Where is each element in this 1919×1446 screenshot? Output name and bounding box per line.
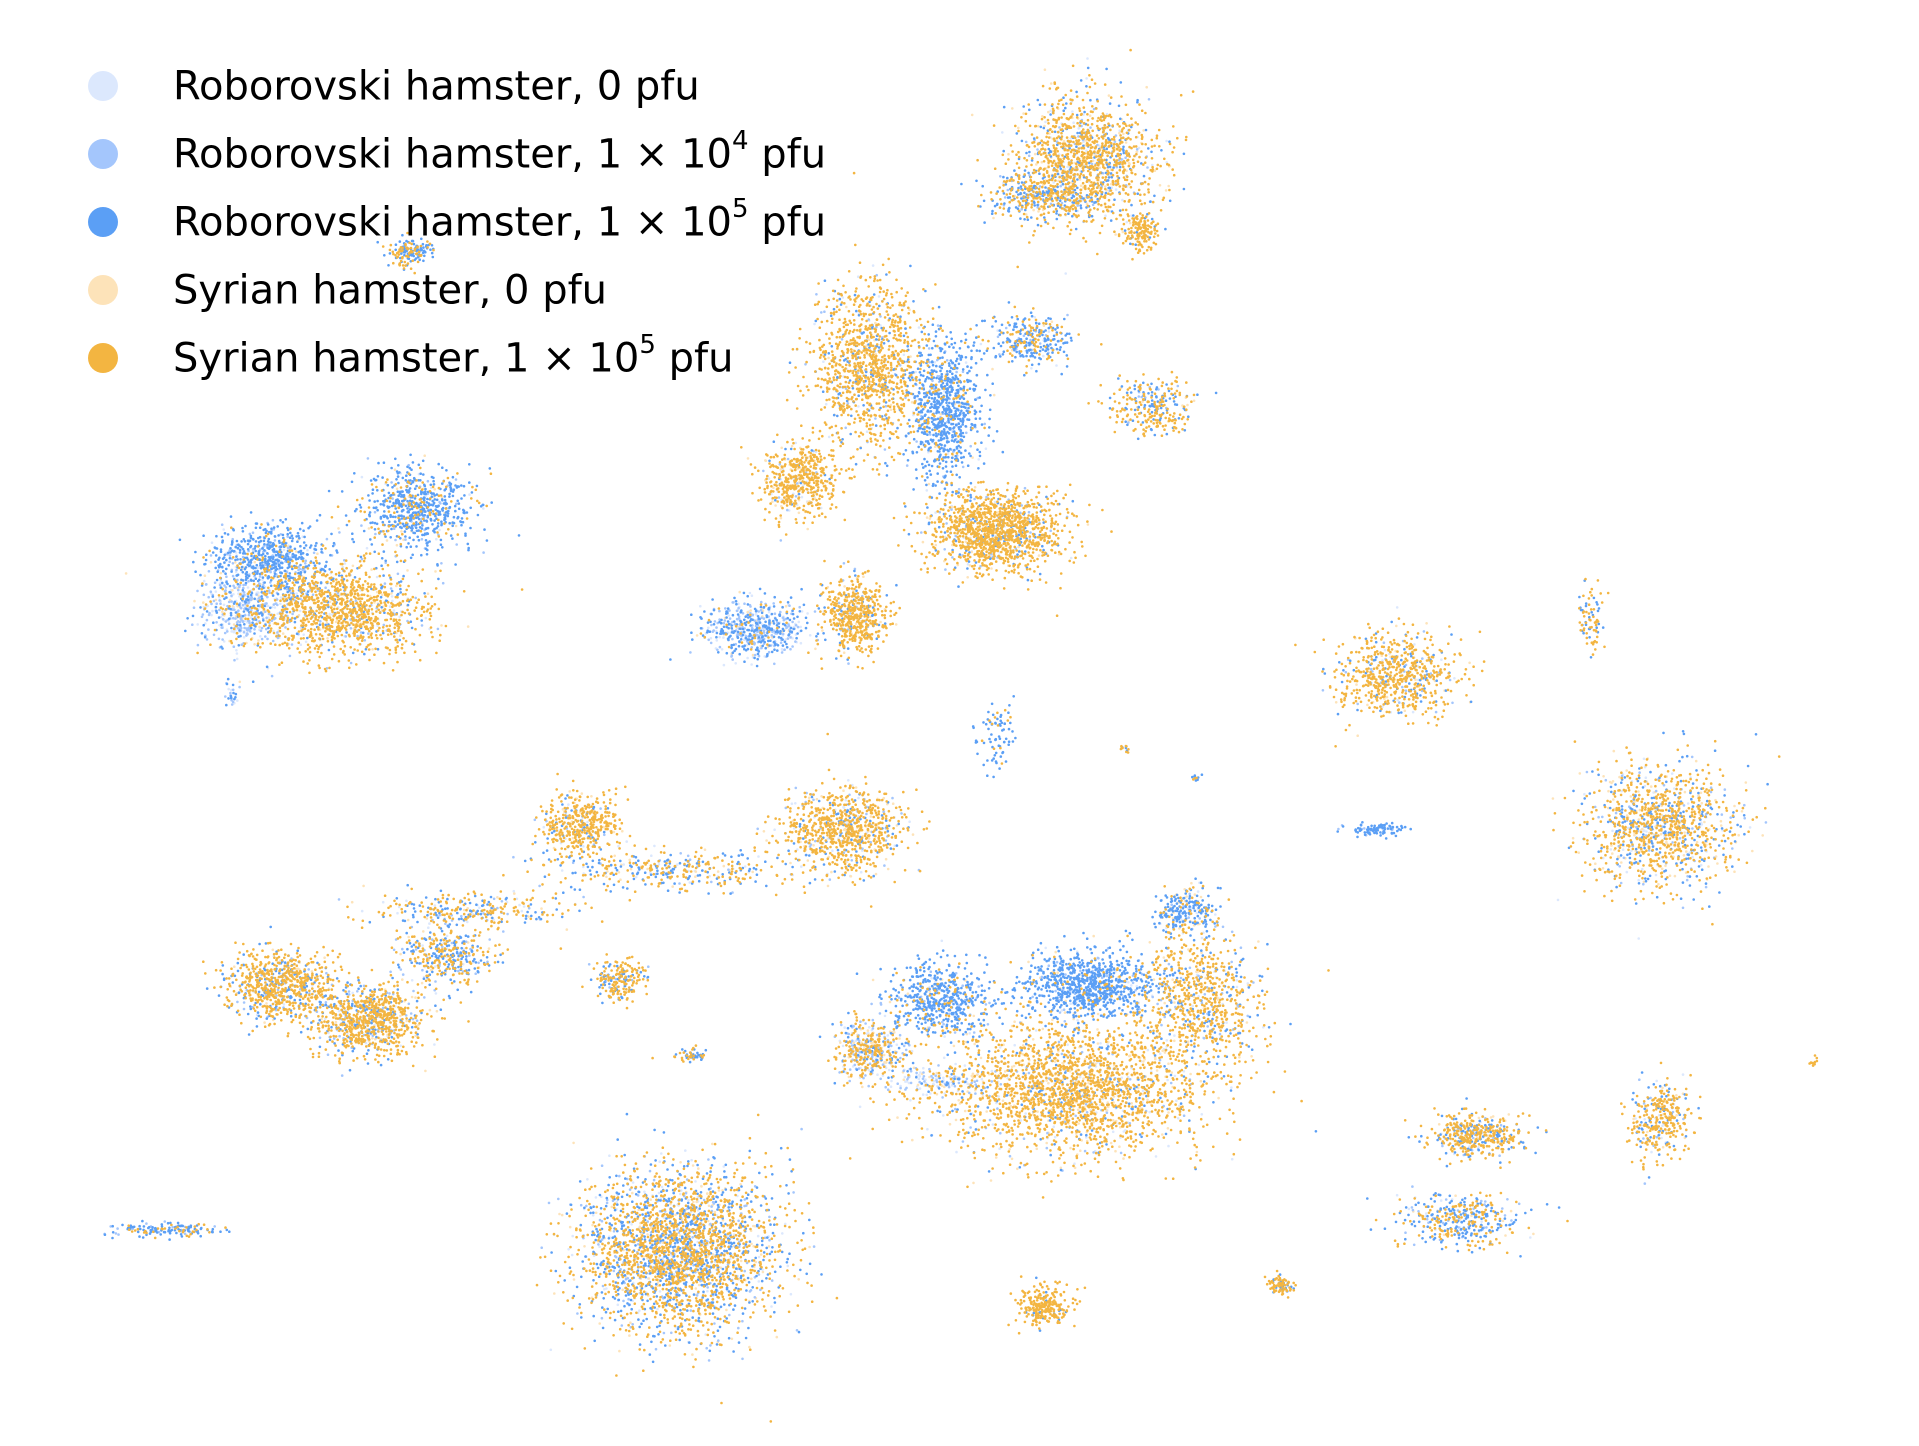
legend-item-syrian-1e5pfu: Syrian hamster, 1 × 105 pfu [88, 324, 826, 392]
legend-label: Roborovski hamster, 1 × 104 pfu [173, 126, 826, 177]
legend-label: Syrian hamster, 1 × 105 pfu [173, 330, 733, 381]
legend-marker [88, 71, 118, 101]
legend-item-syrian-0pfu: Syrian hamster, 0 pfu [88, 256, 826, 324]
legend-marker [88, 207, 118, 237]
legend-item-roborovski-1e5pfu: Roborovski hamster, 1 × 105 pfu [88, 188, 826, 256]
legend-item-roborovski-1e4pfu: Roborovski hamster, 1 × 104 pfu [88, 120, 826, 188]
legend-marker [88, 275, 118, 305]
legend-label: Syrian hamster, 0 pfu [173, 266, 607, 314]
legend: Roborovski hamster, 0 pfu Roborovski ham… [88, 52, 826, 392]
legend-label: Roborovski hamster, 0 pfu [173, 62, 700, 110]
legend-marker [88, 343, 118, 373]
legend-marker [88, 139, 118, 169]
legend-label: Roborovski hamster, 1 × 105 pfu [173, 194, 826, 245]
legend-item-roborovski-0pfu: Roborovski hamster, 0 pfu [88, 52, 826, 120]
series-points-4 [127, 48, 1819, 1423]
